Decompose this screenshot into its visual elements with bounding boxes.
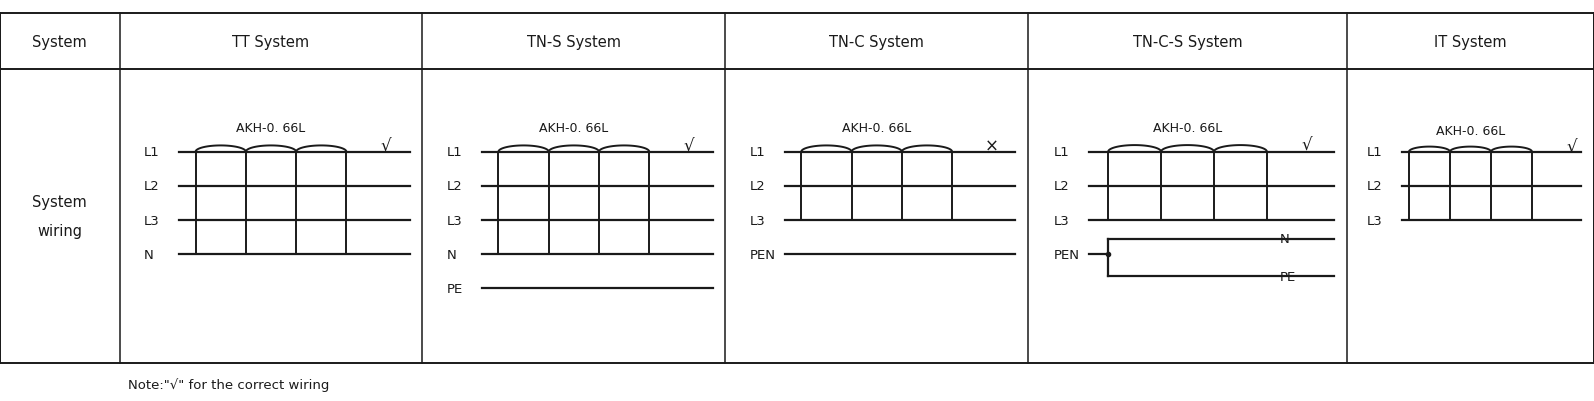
Text: PEN: PEN	[749, 248, 776, 261]
Text: N: N	[1280, 233, 1290, 246]
Text: L1: L1	[143, 146, 159, 159]
Text: √: √	[684, 137, 695, 155]
Text: TN-S System: TN-S System	[528, 34, 620, 50]
Text: L2: L2	[749, 180, 765, 193]
Text: N: N	[143, 248, 153, 261]
Text: L3: L3	[1054, 214, 1070, 227]
Text: AKH-0. 66L: AKH-0. 66L	[842, 122, 912, 135]
Text: AKH-0. 66L: AKH-0. 66L	[1152, 121, 1223, 134]
Text: L2: L2	[446, 180, 462, 193]
Text: L3: L3	[749, 214, 765, 227]
Text: L1: L1	[1054, 146, 1070, 159]
Text: L3: L3	[446, 214, 462, 227]
Text: TN-C System: TN-C System	[829, 34, 925, 50]
Text: IT System: IT System	[1435, 34, 1506, 50]
Text: AKH-0. 66L: AKH-0. 66L	[1436, 124, 1505, 137]
Text: AKH-0. 66L: AKH-0. 66L	[236, 122, 306, 135]
Text: L2: L2	[1366, 180, 1382, 193]
Text: AKH-0. 66L: AKH-0. 66L	[539, 122, 609, 135]
Text: √: √	[381, 137, 392, 155]
Text: L3: L3	[143, 214, 159, 227]
Text: √: √	[1301, 137, 1312, 155]
Text: PEN: PEN	[1054, 248, 1079, 261]
Text: L3: L3	[1366, 214, 1382, 227]
Text: L1: L1	[1366, 146, 1382, 159]
Text: L2: L2	[1054, 180, 1070, 193]
Text: Note:"√" for the correct wiring: Note:"√" for the correct wiring	[128, 377, 328, 391]
Text: L1: L1	[749, 146, 765, 159]
Text: TN-C-S System: TN-C-S System	[1133, 34, 1242, 50]
Text: PE: PE	[446, 282, 462, 295]
Text: N: N	[446, 248, 456, 261]
Text: ×: ×	[985, 137, 999, 155]
Text: L1: L1	[446, 146, 462, 159]
Text: System: System	[32, 34, 88, 50]
Text: TT System: TT System	[233, 34, 309, 50]
Text: System
wiring: System wiring	[32, 194, 88, 239]
Text: PE: PE	[1280, 270, 1296, 283]
Text: √: √	[1567, 138, 1576, 156]
Text: L2: L2	[143, 180, 159, 193]
